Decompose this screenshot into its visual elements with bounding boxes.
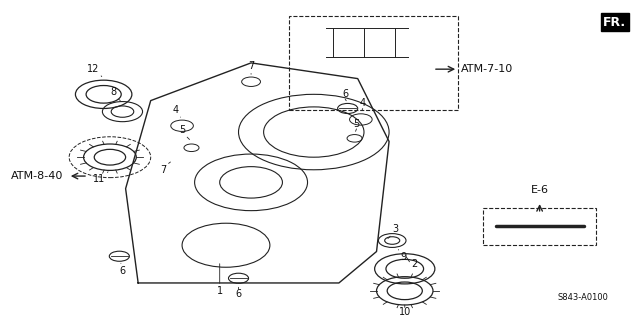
- Text: 7: 7: [248, 61, 254, 71]
- Text: 6: 6: [120, 266, 125, 276]
- Text: 4: 4: [360, 99, 366, 108]
- Text: S843-A0100: S843-A0100: [557, 293, 609, 302]
- Text: ATM-7-10: ATM-7-10: [461, 64, 513, 74]
- Text: E-6: E-6: [531, 185, 548, 195]
- Text: ATM-8-40: ATM-8-40: [10, 171, 63, 181]
- Text: 5: 5: [179, 125, 185, 135]
- Text: 4: 4: [173, 105, 179, 115]
- Text: 6: 6: [236, 289, 241, 299]
- Text: 2: 2: [411, 259, 417, 269]
- Text: 7: 7: [160, 165, 166, 175]
- Text: FR.: FR.: [604, 16, 627, 28]
- Text: 8: 8: [110, 87, 116, 98]
- Text: 6: 6: [342, 89, 348, 99]
- Text: 9: 9: [401, 252, 406, 262]
- Text: 10: 10: [399, 308, 411, 317]
- Text: 5: 5: [353, 119, 360, 129]
- Text: 1: 1: [217, 286, 223, 296]
- Text: 12: 12: [87, 64, 99, 74]
- Text: 11: 11: [93, 174, 106, 184]
- Text: 3: 3: [392, 224, 398, 234]
